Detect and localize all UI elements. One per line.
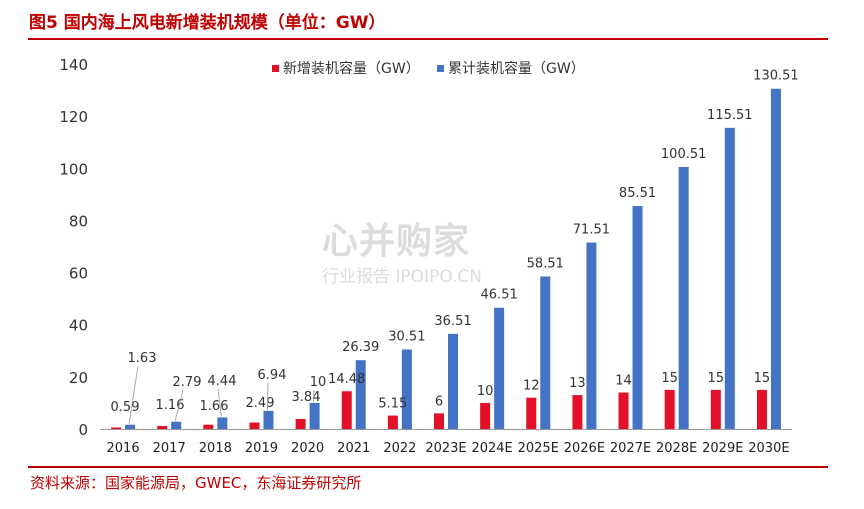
x-tick-label: 2019 [245, 441, 278, 456]
data-label-new: 2.49 [246, 396, 275, 411]
x-tick-label: 2018 [199, 441, 232, 456]
x-tick-label: 2016 [107, 441, 140, 456]
x-tick-label: 2024E [471, 441, 512, 456]
bar-new-capacity [756, 389, 767, 429]
x-tick-label: 2020 [291, 441, 324, 456]
bar-cumulative-capacity [309, 402, 320, 429]
data-label-new: 15 [708, 371, 725, 386]
x-tick-label: 2022 [383, 441, 416, 456]
data-label-cumulative: 100.51 [661, 147, 707, 162]
data-label-new: 1.16 [156, 398, 185, 413]
data-label-new: 15 [661, 371, 678, 386]
bar-cumulative-capacity [448, 333, 458, 429]
leader-line [217, 388, 222, 417]
data-label-new: 6 [435, 394, 443, 409]
y-tick-label: 100 [59, 160, 88, 178]
data-label-new: 0.59 [111, 400, 140, 415]
data-label-cumulative: 71.51 [573, 223, 610, 238]
bar-new-capacity [480, 402, 491, 429]
bar-new-capacity [111, 427, 122, 429]
y-tick-label: 0 [78, 421, 88, 439]
y-tick-label: 20 [69, 369, 88, 387]
figure-title: 图5 国内海上风电新增装机规模（单位：GW） [29, 13, 386, 33]
bar-cumulative-capacity [217, 417, 228, 429]
bar-new-capacity [664, 389, 675, 429]
y-tick-label: 60 [69, 265, 88, 283]
data-label-new: 14 [615, 374, 632, 389]
bar-new-capacity [157, 425, 168, 429]
data-label-new: 15 [754, 371, 771, 386]
legend-label-cumulative: 累计装机容量（GW） [448, 60, 585, 77]
bar-cumulative-capacity [125, 424, 136, 429]
legend-swatch-new [272, 65, 279, 72]
y-tick-label: 140 [59, 56, 88, 74]
data-label-cumulative: 115.51 [707, 108, 753, 123]
x-tick-label: 2023E [425, 441, 466, 456]
data-label-new: 10 [477, 384, 494, 399]
data-label-cumulative: 30.51 [388, 329, 425, 344]
bar-new-capacity [526, 397, 537, 429]
bar-cumulative-capacity [540, 276, 551, 429]
bar-cumulative-capacity [632, 206, 643, 429]
y-tick-label: 120 [59, 108, 88, 126]
bar-new-capacity [572, 395, 583, 429]
data-label-cumulative: 2.79 [173, 375, 202, 390]
data-label-cumulative: 6.94 [258, 368, 287, 383]
y-tick-label: 80 [69, 212, 88, 230]
data-label-cumulative: 130.51 [753, 69, 799, 84]
y-tick-label: 40 [69, 317, 88, 335]
bar-cumulative-capacity [263, 410, 274, 429]
bar-cumulative-capacity [678, 166, 689, 430]
bar-cumulative-capacity [494, 307, 505, 429]
data-label-cumulative: 85.51 [619, 186, 656, 201]
bar-new-capacity [203, 424, 214, 429]
bar-cumulative-capacity [586, 242, 597, 429]
bar-new-capacity [710, 389, 721, 429]
bar-cumulative-capacity [770, 88, 781, 429]
bar-cumulative-capacity [401, 349, 412, 429]
bar-new-capacity [249, 422, 260, 429]
x-tick-label: 2025E [518, 441, 559, 456]
bar-new-capacity [434, 413, 444, 429]
leader-line [128, 365, 139, 424]
source-rule [28, 466, 828, 468]
bar-cumulative-capacity [724, 127, 735, 429]
bar-new-capacity [341, 391, 352, 429]
data-label-cumulative: 10 [310, 375, 327, 390]
leader-line [174, 389, 184, 421]
legend-swatch-cumulative [437, 65, 444, 72]
data-label-cumulative: 58.51 [527, 256, 564, 271]
x-tick-label: 2026E [564, 441, 605, 456]
data-label-cumulative: 4.44 [208, 374, 237, 389]
data-label-cumulative: 46.51 [481, 288, 518, 303]
bar-cumulative-capacity [355, 360, 366, 429]
data-label-new: 1.66 [200, 399, 229, 414]
data-label-new: 5.15 [378, 397, 407, 412]
data-label-new: 3.84 [292, 390, 321, 405]
source-note: 资料来源：国家能源局，GWEC，东海证券研究所 [30, 474, 362, 492]
title-rule [28, 38, 828, 40]
data-label-cumulative: 1.63 [128, 351, 157, 366]
x-tick-label: 2017 [153, 441, 186, 456]
legend-label-new: 新增装机容量（GW） [283, 60, 420, 77]
data-label-cumulative: 36.51 [434, 314, 471, 329]
leader-line [267, 382, 269, 410]
data-label-new: 13 [569, 376, 586, 391]
x-tick-label: 2027E [610, 441, 651, 456]
x-tick-label: 2029E [702, 441, 743, 456]
data-label-cumulative: 26.39 [342, 340, 379, 355]
x-tick-label: 2021 [337, 441, 370, 456]
x-tick-label: 2030E [748, 441, 789, 456]
bar-cumulative-capacity [171, 421, 182, 429]
bar-new-capacity [387, 415, 398, 429]
data-label-new: 12 [523, 379, 540, 394]
data-label-new: 14.48 [328, 372, 365, 387]
bar-new-capacity [295, 418, 306, 429]
bar-new-capacity [618, 392, 629, 429]
x-tick-label: 2028E [656, 441, 697, 456]
